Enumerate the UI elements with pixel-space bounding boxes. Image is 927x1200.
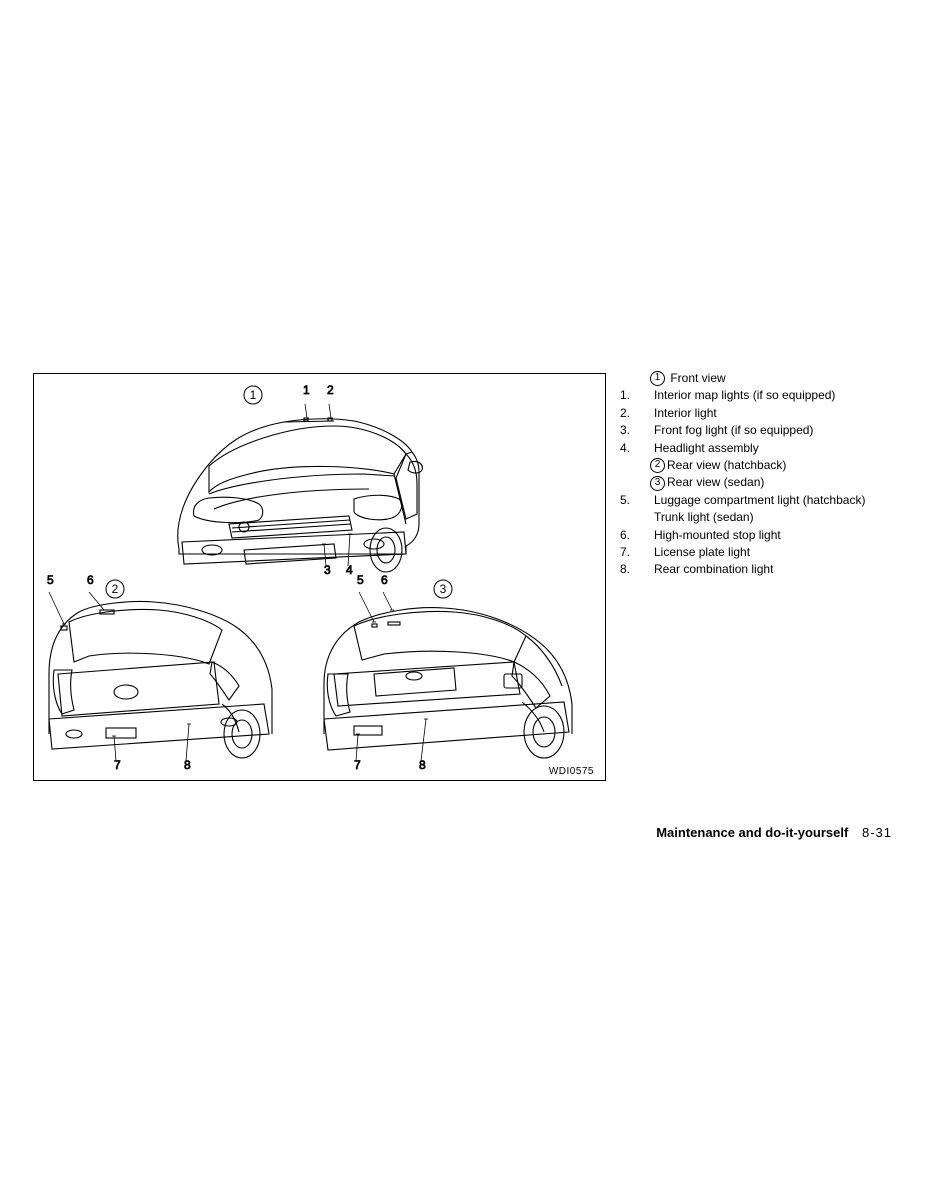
legend-item-number: 6. xyxy=(620,527,654,544)
callout-number: 7 xyxy=(354,758,361,772)
callout-number: 8 xyxy=(419,758,426,772)
legend-item: 1.Interior map lights (if so equipped) xyxy=(620,387,920,404)
car-sedan-rear xyxy=(324,608,572,758)
callout-leader xyxy=(348,534,350,566)
callout-number: 1 xyxy=(303,383,310,397)
legend-item: Trunk light (sedan) xyxy=(620,509,920,526)
view-marker-number: 1 xyxy=(250,388,257,402)
view-marker-number: 3 xyxy=(440,582,447,596)
callout-number: 6 xyxy=(381,573,388,587)
legend-item: 2.Interior light xyxy=(620,405,920,422)
callout-number: 2 xyxy=(327,383,334,397)
callout-leader xyxy=(305,404,307,418)
callouts: 123456785678 xyxy=(47,383,428,772)
footer-page: 8-31 xyxy=(862,825,892,840)
legend-item-text: High-mounted stop light xyxy=(654,527,920,544)
legend-item: 4.Headlight assembly xyxy=(620,440,920,457)
callout-number: 8 xyxy=(184,758,191,772)
legend-item-text: License plate light xyxy=(654,544,920,561)
callout-number: 5 xyxy=(357,573,364,587)
callout-number: 6 xyxy=(87,573,94,587)
callout-number: 4 xyxy=(346,563,353,577)
callout-leader xyxy=(329,404,331,418)
legend-item: 8.Rear combination light xyxy=(620,561,920,578)
legend-view-2: 2Rear view (hatchback) xyxy=(620,457,920,474)
legend-view-1: 1 Front view xyxy=(620,370,920,387)
callout-number: 3 xyxy=(324,563,331,577)
legend-item-text: Interior map lights (if so equipped) xyxy=(654,387,920,404)
legend-item: 6.High-mounted stop light xyxy=(620,527,920,544)
legend-item-text: Headlight assembly xyxy=(654,440,920,457)
callout-leader xyxy=(359,592,374,622)
callout-number: 7 xyxy=(114,758,121,772)
legend-item-number: 1. xyxy=(620,387,654,404)
legend-item-number: 4. xyxy=(620,440,654,457)
lights-figure: 123 123456785678 WDI0575 xyxy=(33,373,606,781)
manual-page: 123 123456785678 WDI0575 1 Front view 1.… xyxy=(0,0,927,1200)
lights-figure-svg: 123 123456785678 WDI0575 xyxy=(34,374,605,780)
legend-item-number: 2. xyxy=(620,405,654,422)
view-marker-number: 2 xyxy=(112,582,119,596)
callout-leader xyxy=(49,592,64,624)
legend-item-text: Front fog light (if so equipped) xyxy=(654,422,920,439)
legend-item: 3.Front fog light (if so equipped) xyxy=(620,422,920,439)
legend-item-text: Interior light xyxy=(654,405,920,422)
legend-view2-label: Rear view (hatchback) xyxy=(667,458,786,472)
car-front-view xyxy=(178,418,423,572)
legend-item-number: 3. xyxy=(620,422,654,439)
page-footer: Maintenance and do-it-yourself 8-31 xyxy=(656,825,892,840)
legend-view3-label: Rear view (sedan) xyxy=(667,475,764,489)
legend-item-number: 8. xyxy=(620,561,654,578)
figure-code: WDI0575 xyxy=(549,766,594,777)
legend-item-number: 7. xyxy=(620,544,654,561)
legend-item: 7.License plate light xyxy=(620,544,920,561)
car-hatchback-rear xyxy=(49,601,272,758)
legend-item-text: Trunk light (sedan) xyxy=(654,509,920,526)
legend-view1-label: Front view xyxy=(670,371,725,385)
legend-item-number: 5. xyxy=(620,492,654,509)
callout-leader xyxy=(383,592,392,610)
legend-item-text: Luggage compartment light (hatchback) xyxy=(654,492,920,509)
callout-leader xyxy=(421,719,426,761)
footer-section: Maintenance and do-it-yourself xyxy=(656,825,848,840)
callout-number: 5 xyxy=(47,573,54,587)
legend: 1 Front view 1.Interior map lights (if s… xyxy=(620,370,920,579)
legend-view-3: 3Rear view (sedan) xyxy=(620,474,920,491)
legend-item-number xyxy=(620,509,654,526)
legend-item-text: Rear combination light xyxy=(654,561,920,578)
callout-leader xyxy=(186,724,189,761)
view-markers: 1 2 3 xyxy=(106,386,452,598)
legend-item: 5.Luggage compartment light (hatchback) xyxy=(620,492,920,509)
